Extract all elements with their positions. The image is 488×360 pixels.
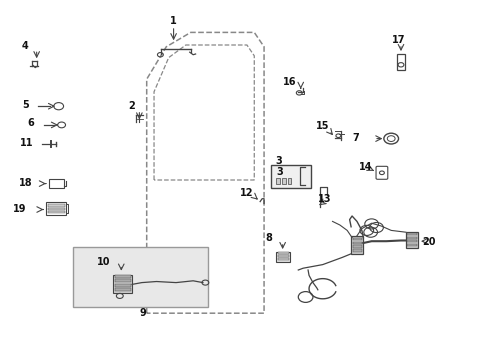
Text: 16: 16	[283, 77, 296, 87]
Text: 17: 17	[391, 35, 405, 45]
Bar	[407, 240, 416, 242]
Bar	[277, 258, 288, 260]
Text: 10: 10	[97, 257, 110, 267]
Bar	[271, 165, 310, 188]
Bar	[115, 275, 130, 278]
Bar	[352, 245, 361, 248]
Bar	[352, 242, 361, 244]
Text: 2: 2	[128, 101, 135, 111]
Text: 15: 15	[315, 121, 329, 131]
Text: 19: 19	[13, 204, 26, 214]
Bar	[396, 54, 404, 70]
Text: 1: 1	[170, 16, 177, 26]
Text: 4: 4	[22, 41, 29, 51]
Bar	[276, 252, 289, 262]
Text: 8: 8	[265, 233, 272, 243]
Bar	[281, 178, 285, 184]
Bar	[115, 288, 130, 291]
Bar	[276, 178, 280, 184]
Bar	[277, 255, 288, 257]
Bar	[287, 178, 291, 184]
Bar	[407, 244, 416, 246]
Bar	[405, 232, 417, 248]
Text: 18: 18	[19, 177, 33, 188]
Text: 5: 5	[22, 100, 29, 111]
Text: 6: 6	[27, 118, 34, 129]
Bar	[407, 233, 416, 235]
Bar	[49, 179, 63, 188]
Bar	[113, 275, 132, 293]
Bar	[277, 252, 288, 254]
Bar	[115, 279, 130, 282]
Text: 12: 12	[240, 188, 253, 198]
Text: 11: 11	[20, 138, 34, 148]
Bar	[352, 249, 361, 252]
Bar	[350, 236, 363, 254]
Bar	[115, 284, 130, 287]
Bar	[48, 211, 64, 213]
Text: 9: 9	[139, 308, 146, 318]
Bar	[73, 247, 207, 307]
Bar	[48, 208, 64, 210]
Text: 20: 20	[422, 237, 435, 247]
Text: 13: 13	[318, 194, 331, 204]
Bar	[352, 238, 361, 240]
Text: 14: 14	[358, 162, 372, 172]
Text: 3: 3	[275, 156, 282, 166]
Text: 3: 3	[276, 167, 283, 177]
Bar	[46, 202, 66, 215]
Text: 7: 7	[352, 133, 359, 143]
Bar	[48, 204, 64, 207]
Bar	[407, 237, 416, 239]
